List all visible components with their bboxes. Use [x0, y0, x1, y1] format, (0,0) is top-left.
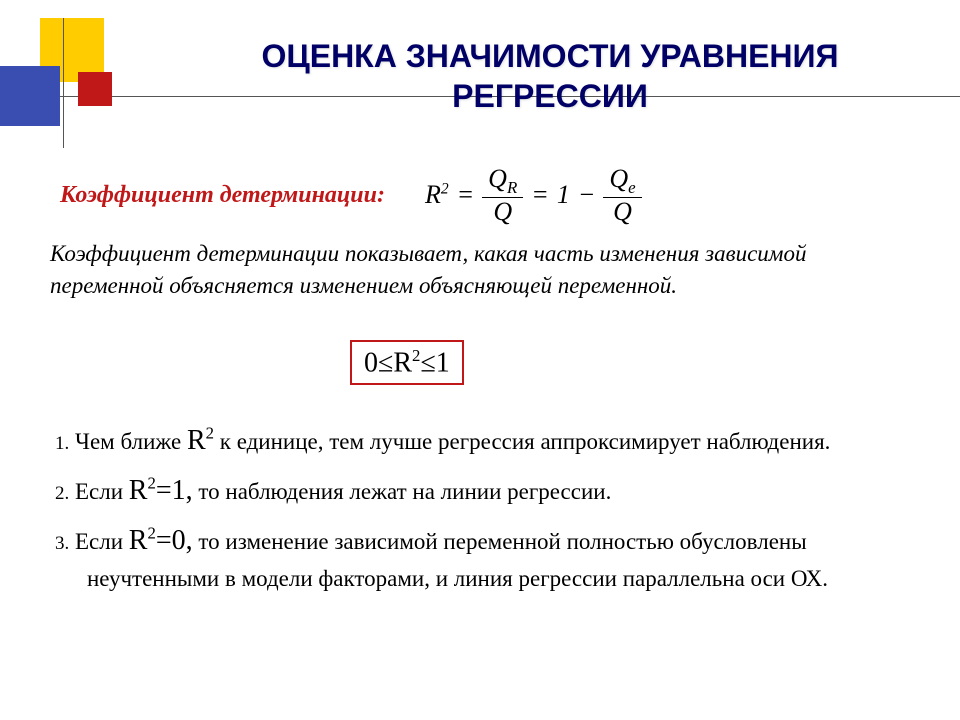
item-text: Чем ближе	[75, 429, 187, 454]
frac2-num: Q	[609, 164, 628, 193]
formula-one: 1	[557, 180, 570, 210]
frac2-den: Q	[607, 198, 638, 225]
item-number: 1.	[55, 433, 69, 454]
frac1-sub: R	[507, 178, 517, 197]
page-title: ОЦЕНКА ЗНАЧИМОСТИ УРАВНЕНИЯ РЕГРЕССИИ	[180, 36, 920, 116]
red-square	[78, 72, 112, 106]
corner-decoration	[0, 18, 140, 148]
subtitle: Коэффициент детерминации:	[60, 182, 385, 209]
item-number: 2.	[55, 483, 69, 504]
frac1-num: Q	[488, 164, 507, 193]
formula-lhs: R	[425, 180, 441, 209]
item-number: 3.	[55, 533, 69, 554]
explanation-text: Коэффициент детерминации показывает, как…	[50, 238, 900, 302]
list-item: 1. Чем ближе R2 к единице, тем лучше рег…	[55, 420, 900, 462]
item-val: =0,	[156, 525, 193, 556]
item-text: Если	[75, 479, 129, 504]
r2-formula: R2 = QR Q = 1 − Qe Q	[425, 165, 642, 225]
blue-square	[0, 66, 60, 126]
vertical-rule	[63, 18, 64, 148]
item-text: то наблюдения лежат на линии регрессии.	[193, 479, 612, 504]
item-text: Если	[75, 529, 129, 554]
item-text: то изменение зависимой переменной полнос…	[87, 529, 828, 591]
fraction-1: QR Q	[482, 165, 523, 225]
item-text: к единице, тем лучше регрессия аппроксим…	[214, 429, 830, 454]
boxed-inequality: 0≤R2≤1	[350, 340, 464, 385]
list-item: 2. Если R2=1, то наблюдения лежат на лин…	[55, 470, 900, 512]
item-val: =1,	[156, 475, 193, 506]
subtitle-row: Коэффициент детерминации: R2 = QR Q = 1 …	[60, 165, 920, 225]
frac2-sub: e	[628, 178, 636, 197]
frac1-den: Q	[487, 198, 518, 225]
list-item: 3. Если R2=0, то изменение зависимой пер…	[55, 520, 900, 597]
fraction-2: Qe Q	[603, 165, 641, 225]
numbered-list: 1. Чем ближе R2 к единице, тем лучше рег…	[55, 420, 900, 605]
